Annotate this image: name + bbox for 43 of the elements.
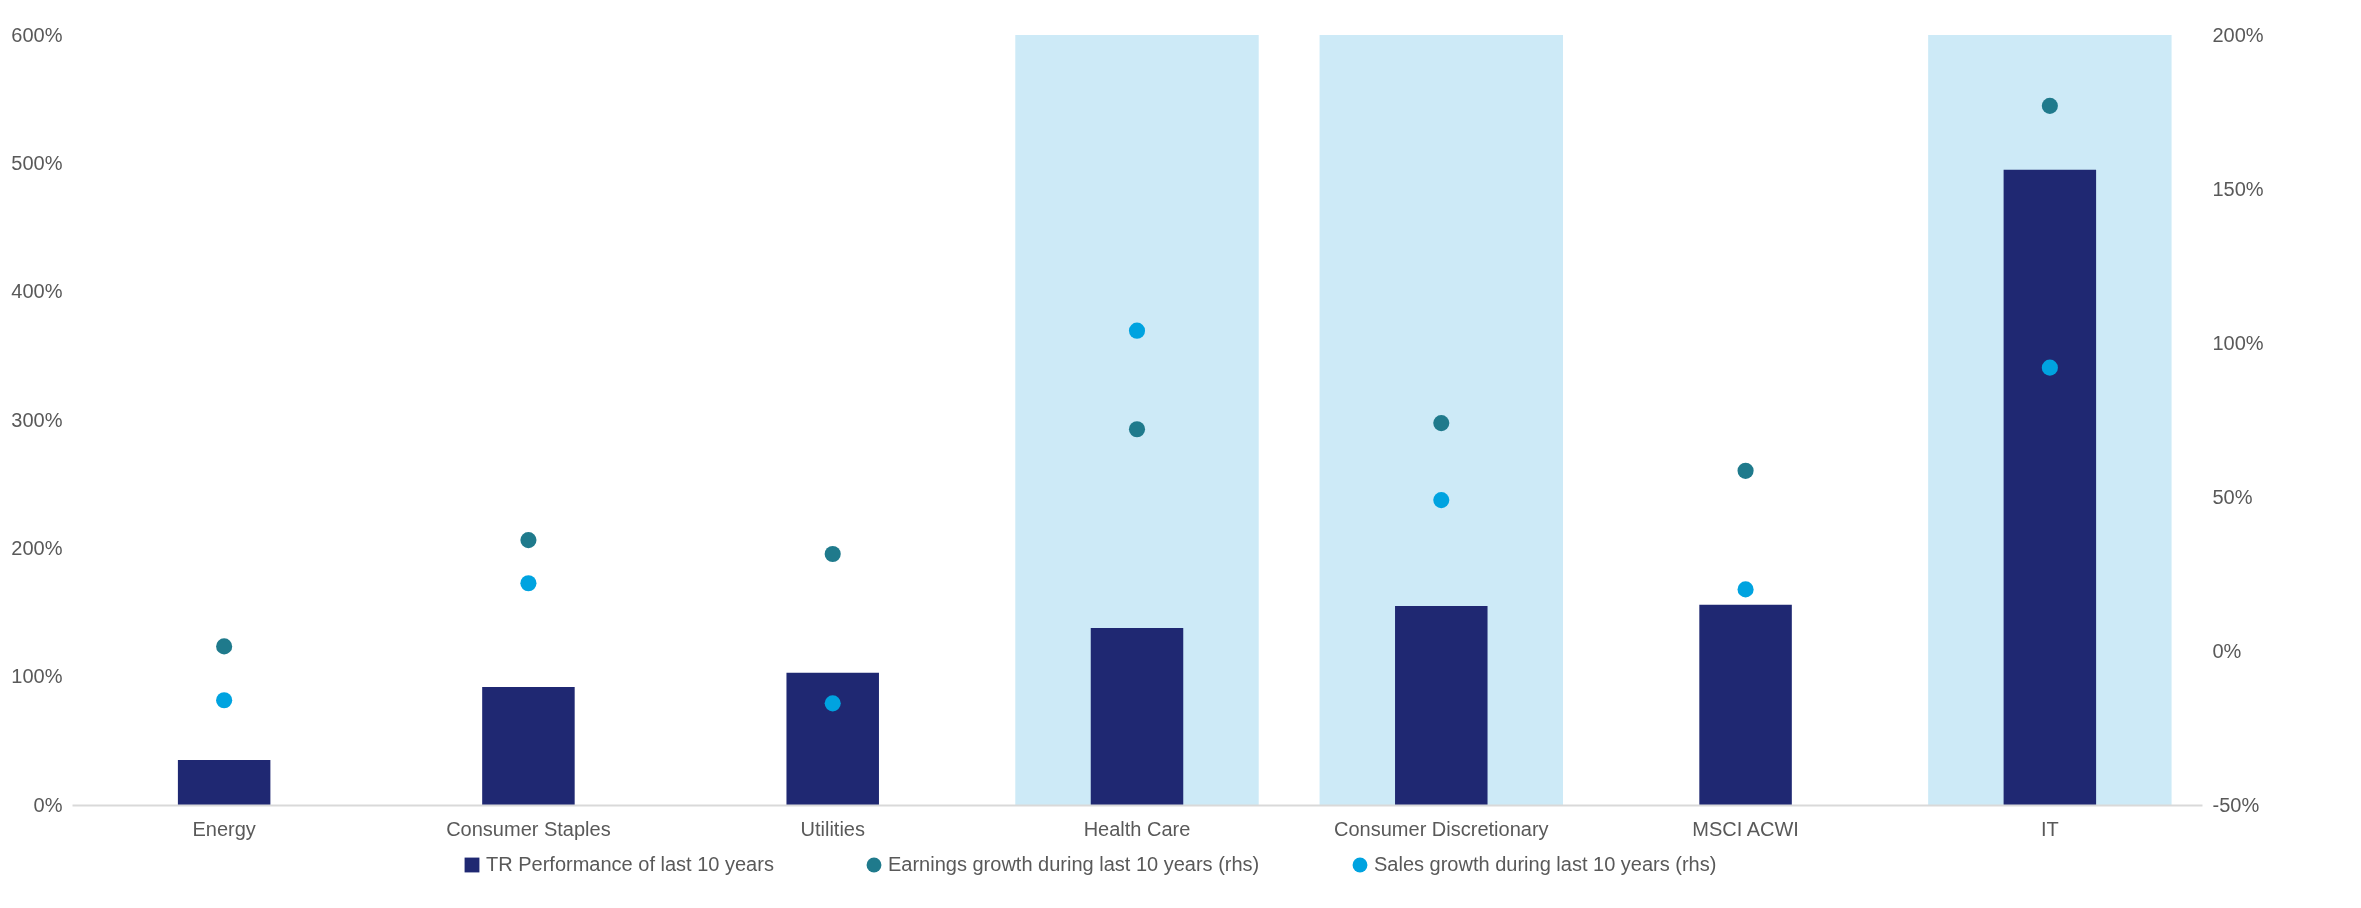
bar [482,686,575,805]
y2-tick-label: 200% [2212,23,2264,46]
y2-tick-label: 50% [2212,485,2253,508]
x-tick-label: Energy [192,817,256,840]
y2-tick-label: 150% [2212,177,2264,200]
legend-label: Sales growth during last 10 years (rhs) [1374,853,1717,875]
point [216,638,233,655]
y-tick-label: 500% [11,151,63,174]
y2-tick-label: 100% [2212,331,2264,354]
y-tick-label: 200% [11,536,63,559]
point [1128,322,1146,339]
point [1433,492,1450,509]
x-tick-label: Utilities [800,817,865,840]
y-tick-label: 400% [11,280,63,303]
legend-label: Earnings growth during last 10 years (rhs) [888,853,1260,875]
point [824,545,841,563]
point [520,532,537,549]
point [1433,415,1450,432]
x-tick-label: MSCI ACWI [1692,817,1799,840]
y-tick-label: 100% [11,665,63,688]
point [520,575,537,592]
bar [1395,606,1488,805]
point [216,692,233,709]
legend-label: TR Performance of last 10 years [486,853,774,875]
bar [786,672,879,805]
y-tick-label: 600% [11,23,63,46]
bar [1090,627,1184,805]
y2-tick-label: -50% [2212,793,2260,816]
x-tick-label: Consumer Staples [446,817,611,840]
point [2041,359,2058,376]
point [1737,462,1754,479]
x-tick-label: IT [2040,817,2059,840]
bar [177,760,271,805]
point [1737,581,1754,598]
bar [1699,604,1792,805]
point [2041,97,2058,114]
y2-tick-label: 0% [2212,639,2242,662]
y-tick-label: 0% [33,793,63,816]
point [824,695,841,712]
point [1128,421,1146,438]
x-tick-label: Health Care [1083,817,1191,840]
y-tick-label: 300% [11,408,63,431]
x-tick-label: Consumer Discretionary [1334,817,1549,840]
